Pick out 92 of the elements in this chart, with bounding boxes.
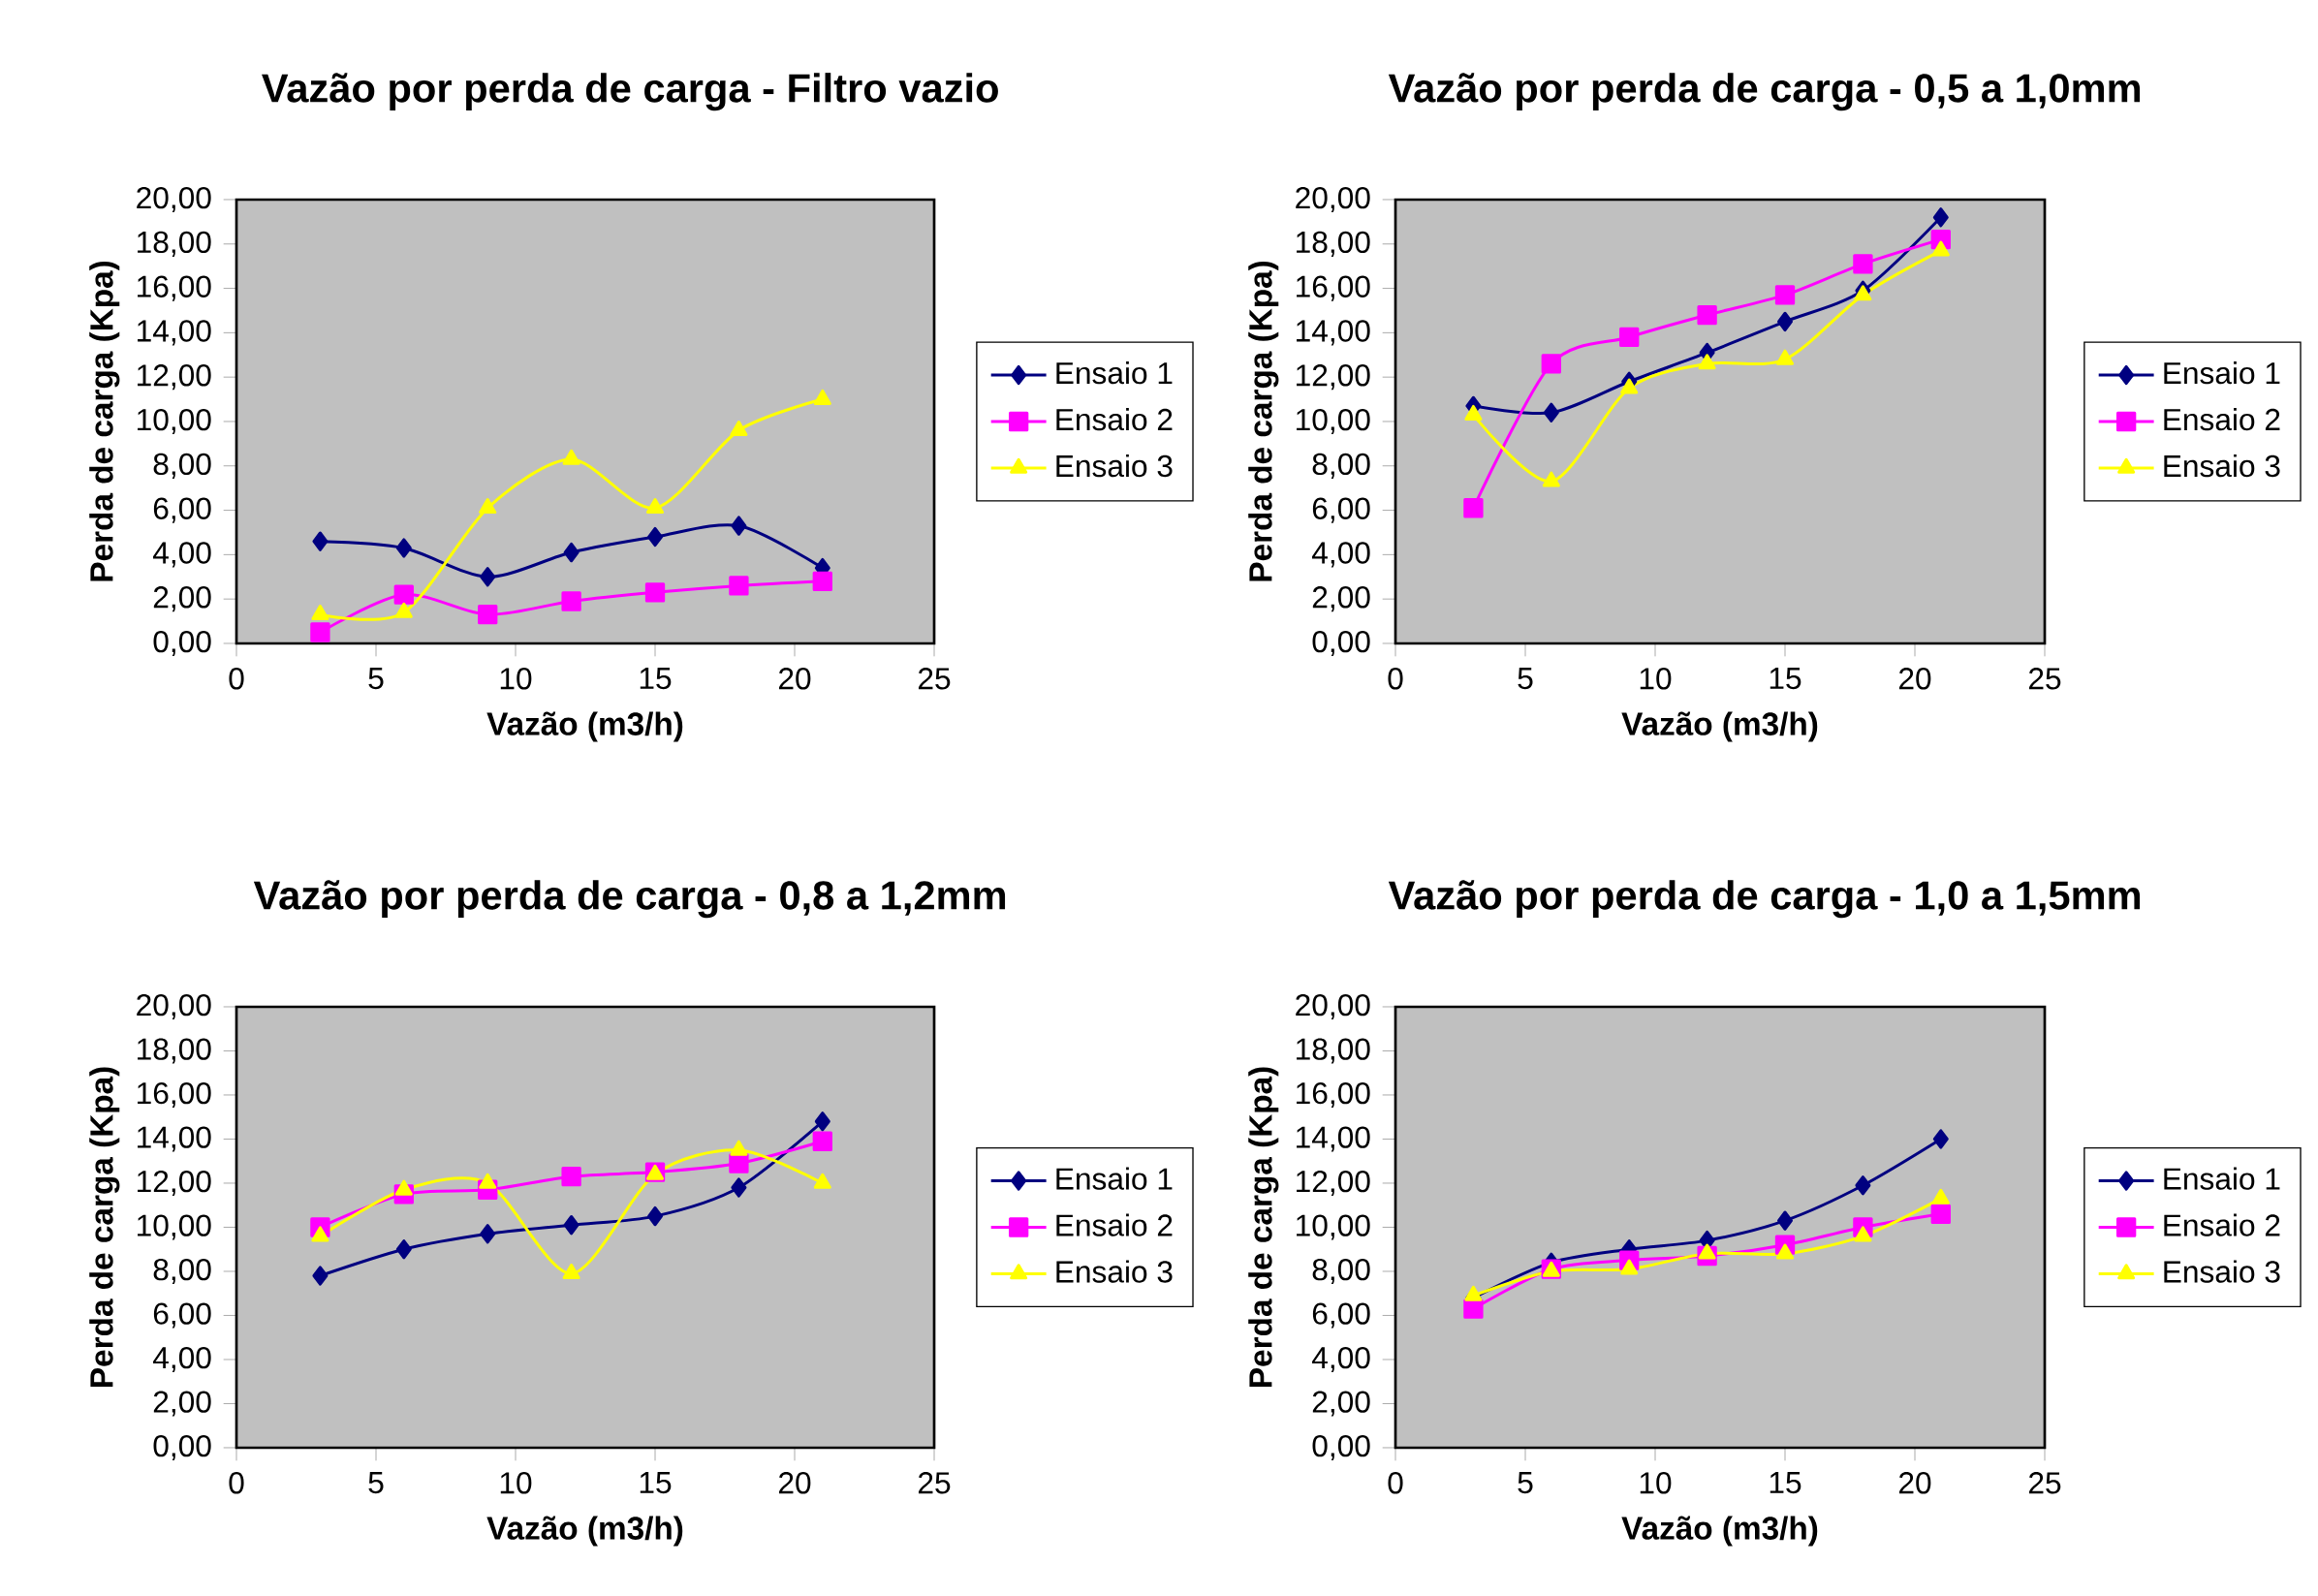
y-tick-label: 12,00 xyxy=(1297,364,1370,391)
y-tick-label: 10,00 xyxy=(1297,408,1370,435)
y-tick-label: 10,00 xyxy=(138,1214,211,1240)
y-axis-title: Perda de carga (Kpa) xyxy=(89,261,120,581)
x-tick-label: 15 xyxy=(640,668,672,690)
y-tick-label: 0,00 xyxy=(1312,630,1370,657)
y-tick-label: 20,00 xyxy=(1296,993,1370,1020)
y-tick-label: 14,00 xyxy=(1297,320,1370,346)
y-tick-label: 12,00 xyxy=(138,1170,211,1197)
y-tick-label: 12,00 xyxy=(1297,1170,1370,1197)
x-tick-label: 20 xyxy=(1898,668,1931,690)
y-tick-label: 16,00 xyxy=(1297,1081,1370,1109)
x-tick-label: 25 xyxy=(2028,668,2061,690)
y-axis-title: Perda de carga (Kpa) xyxy=(89,1067,120,1387)
x-tick-label: 0 xyxy=(229,668,244,690)
y-tick-label: 18,00 xyxy=(1297,231,1370,257)
x-tick-label: 15 xyxy=(640,1472,672,1494)
y-tick-label: 16,00 xyxy=(1297,275,1370,301)
x-tick-label: 5 xyxy=(1518,668,1533,690)
y-tick-label: 0,00 xyxy=(153,630,211,657)
legend-label: Ensaio 2 xyxy=(1056,1213,1173,1236)
y-tick-label: 8,00 xyxy=(1312,453,1370,479)
x-tick-label: 20 xyxy=(1898,1472,1931,1494)
y-tick-label: 14,00 xyxy=(1297,1126,1370,1152)
y-tick-label: 8,00 xyxy=(153,1258,211,1285)
y-tick-label: 18,00 xyxy=(1297,1038,1370,1064)
legend-label: Ensaio 2 xyxy=(2164,408,2280,431)
y-axis-title: Perda de carga (Kpa) xyxy=(1248,1067,1279,1387)
y-tick-label: 16,00 xyxy=(138,1081,211,1109)
y-tick-label: 4,00 xyxy=(1312,542,1370,568)
chart-title: Vazão por perda de carga - 0,5 a 1,0mm xyxy=(1388,73,2141,111)
legend-label: Ensaio 1 xyxy=(1056,1167,1173,1190)
y-tick-label: 8,00 xyxy=(153,453,211,479)
legend-label: Ensaio 1 xyxy=(2164,361,2280,385)
x-tick-label: 5 xyxy=(368,668,384,690)
y-tick-label: 0,00 xyxy=(1312,1434,1370,1461)
x-tick-label: 10 xyxy=(500,668,532,690)
y-tick-label: 2,00 xyxy=(1312,1391,1370,1417)
y-tick-label: 6,00 xyxy=(1312,1302,1370,1329)
y-tick-label: 20,00 xyxy=(137,186,211,213)
y-tick-label: 8,00 xyxy=(1312,1258,1370,1285)
x-tick-label: 0 xyxy=(1388,1472,1403,1494)
x-tick-label: 0 xyxy=(1388,668,1403,690)
y-tick-label: 14,00 xyxy=(138,320,211,346)
chart-title: Vazão por perda de carga - 1,0 a 1,5mm xyxy=(1388,880,2141,919)
legend-label: Ensaio 3 xyxy=(2164,454,2280,478)
x-axis-title: Vazão (m3/h) xyxy=(1621,1516,1818,1547)
x-tick-label: 25 xyxy=(2028,1472,2061,1494)
x-tick-label: 0 xyxy=(229,1472,244,1494)
x-axis-title: Vazão (m3/h) xyxy=(486,711,683,742)
y-axis-title: Perda de carga (Kpa) xyxy=(1248,261,1279,581)
x-axis-title: Vazão (m3/h) xyxy=(1621,711,1818,742)
legend-label: Ensaio 1 xyxy=(1056,361,1173,385)
legend-label: Ensaio 3 xyxy=(2164,1260,2280,1283)
x-tick-label: 10 xyxy=(1640,668,1672,690)
x-tick-label: 15 xyxy=(1770,1472,1801,1494)
legend-label: Ensaio 2 xyxy=(1056,408,1173,431)
y-tick-label: 18,00 xyxy=(138,1038,211,1064)
x-tick-label: 20 xyxy=(778,1472,811,1494)
y-tick-label: 2,00 xyxy=(1312,586,1370,612)
y-tick-label: 14,00 xyxy=(138,1126,211,1152)
legend-label: Ensaio 1 xyxy=(2164,1167,2280,1190)
x-tick-label: 10 xyxy=(500,1472,532,1494)
y-tick-label: 6,00 xyxy=(1312,497,1370,523)
y-tick-label: 20,00 xyxy=(137,993,211,1020)
legend-label: Ensaio 3 xyxy=(1056,454,1173,478)
legend-label: Ensaio 3 xyxy=(1056,1260,1173,1283)
y-tick-label: 6,00 xyxy=(153,1302,211,1329)
y-tick-label: 6,00 xyxy=(153,497,211,523)
y-tick-label: 18,00 xyxy=(138,231,211,257)
y-tick-label: 10,00 xyxy=(138,408,211,435)
y-tick-label: 16,00 xyxy=(138,275,211,301)
y-tick-label: 4,00 xyxy=(153,542,211,568)
x-tick-label: 10 xyxy=(1640,1472,1672,1494)
y-tick-label: 2,00 xyxy=(153,586,211,612)
y-tick-label: 12,00 xyxy=(138,364,211,391)
x-tick-label: 15 xyxy=(1770,668,1801,690)
x-tick-label: 25 xyxy=(918,1472,951,1494)
chart-title: Vazão por perda de carga - 0,8 a 1,2mm xyxy=(253,880,1006,919)
y-tick-label: 4,00 xyxy=(153,1346,211,1373)
x-tick-label: 5 xyxy=(368,1472,384,1494)
x-tick-label: 25 xyxy=(918,668,951,690)
chart-title: Vazão por perda de carga - Filtro vazio xyxy=(262,73,998,111)
x-axis-title: Vazão (m3/h) xyxy=(486,1516,683,1547)
y-tick-label: 10,00 xyxy=(1297,1214,1370,1240)
x-tick-label: 20 xyxy=(778,668,811,690)
y-tick-label: 4,00 xyxy=(1312,1346,1370,1373)
x-tick-label: 5 xyxy=(1518,1472,1533,1494)
y-tick-label: 0,00 xyxy=(153,1434,211,1461)
y-tick-label: 2,00 xyxy=(153,1391,211,1417)
y-tick-label: 20,00 xyxy=(1296,186,1370,213)
legend-label: Ensaio 2 xyxy=(2164,1213,2280,1236)
